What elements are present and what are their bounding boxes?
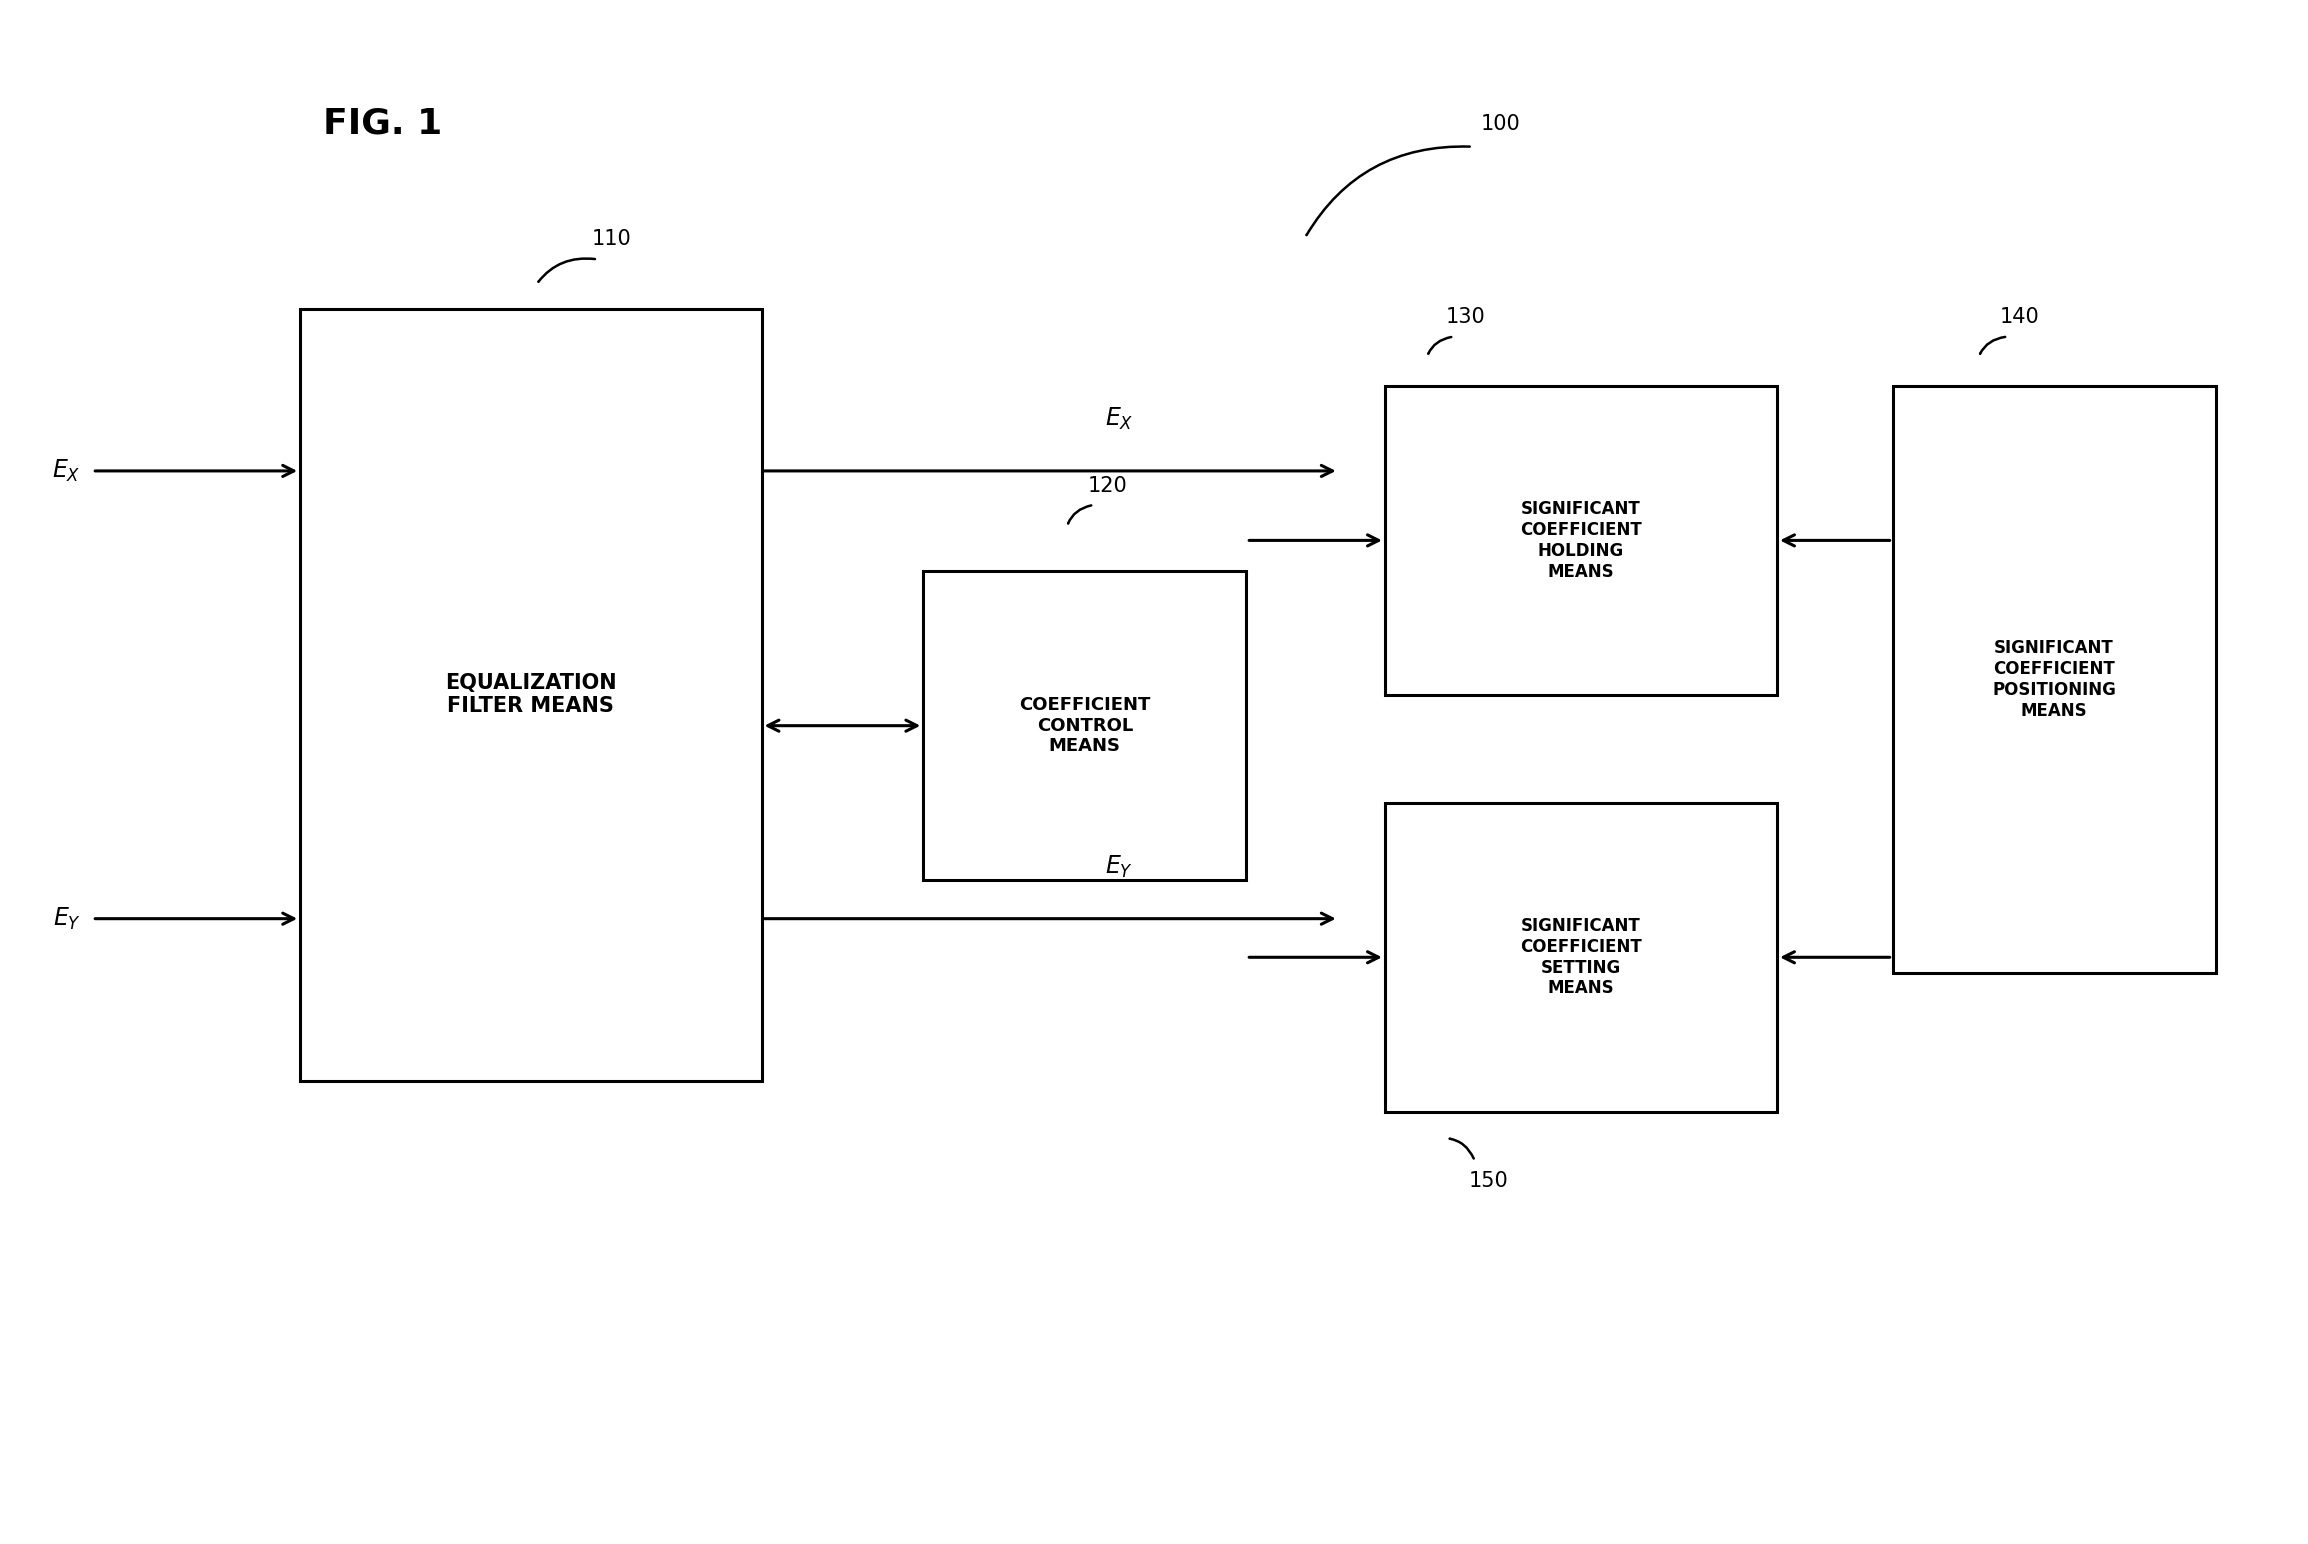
Text: $E_X$: $E_X$	[1106, 406, 1133, 432]
Text: 100: 100	[1479, 114, 1521, 133]
Bar	[1385, 803, 1777, 1112]
Text: SIGNIFICANT
COEFFICIENT
SETTING
MEANS: SIGNIFICANT COEFFICIENT SETTING MEANS	[1521, 917, 1641, 997]
Bar	[1385, 386, 1777, 695]
FancyArrowPatch shape	[1306, 147, 1470, 235]
Text: EQUALIZATION
FILTER MEANS: EQUALIZATION FILTER MEANS	[445, 673, 616, 716]
Text: 120: 120	[1087, 477, 1129, 496]
Text: 130: 130	[1445, 307, 1486, 326]
FancyArrowPatch shape	[1449, 1139, 1475, 1158]
Bar	[1893, 386, 2216, 973]
Text: $E_Y$: $E_Y$	[1106, 854, 1133, 880]
Bar	[300, 309, 762, 1081]
FancyArrowPatch shape	[1980, 337, 2006, 354]
FancyArrowPatch shape	[1069, 505, 1092, 523]
Text: 140: 140	[1999, 307, 2040, 326]
FancyArrowPatch shape	[1429, 337, 1452, 354]
Text: $E_Y$: $E_Y$	[53, 906, 81, 931]
Text: FIG. 1: FIG. 1	[323, 107, 443, 141]
Text: 150: 150	[1468, 1172, 1509, 1190]
Text: SIGNIFICANT
COEFFICIENT
HOLDING
MEANS: SIGNIFICANT COEFFICIENT HOLDING MEANS	[1521, 500, 1641, 581]
Text: SIGNIFICANT
COEFFICIENT
POSITIONING
MEANS: SIGNIFICANT COEFFICIENT POSITIONING MEAN…	[1992, 639, 2116, 720]
FancyArrowPatch shape	[538, 258, 595, 281]
Text: COEFFICIENT
CONTROL
MEANS: COEFFICIENT CONTROL MEANS	[1020, 696, 1149, 755]
Text: 110: 110	[591, 230, 632, 249]
Bar	[923, 571, 1246, 880]
Text: $E_X$: $E_X$	[53, 459, 81, 483]
